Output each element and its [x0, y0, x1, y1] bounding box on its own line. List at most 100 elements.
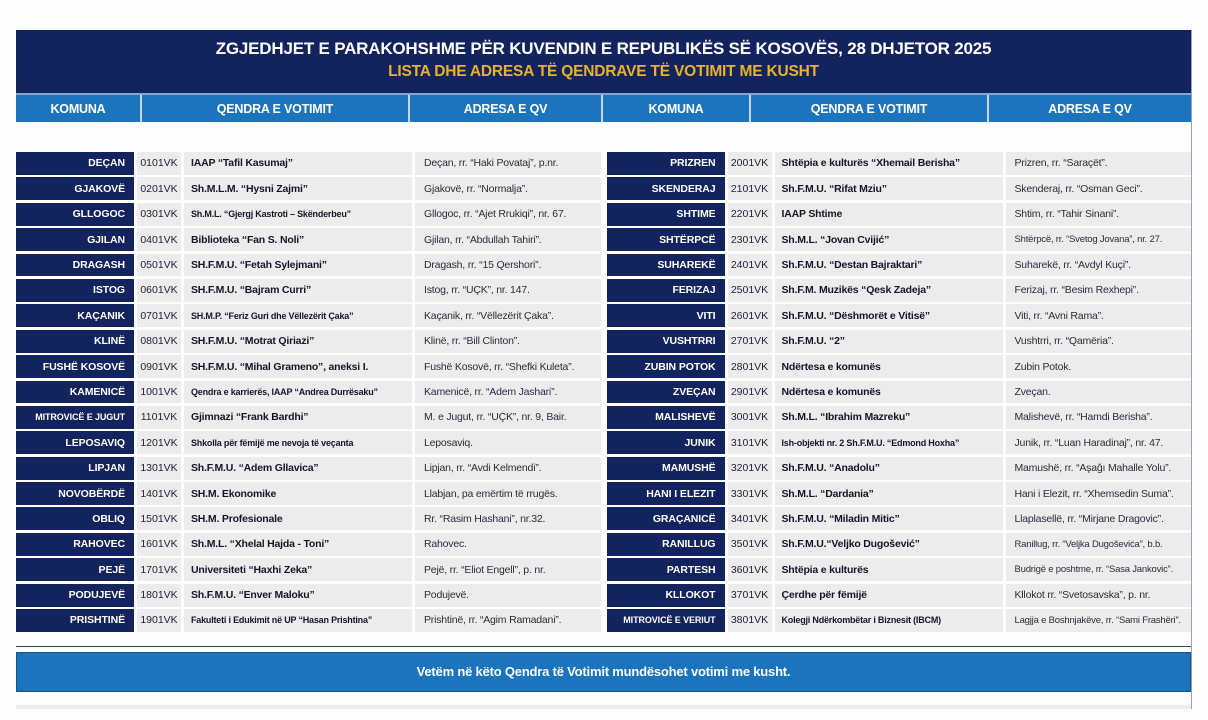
footer-note-bar: Vetëm në këto Qendra të Votimit mundësoh… — [16, 651, 1191, 692]
voting-center-code: 3201VK — [727, 456, 772, 480]
voting-center-code: 0501VK — [137, 253, 181, 277]
municipality-label: RANILLUG — [606, 532, 725, 556]
municipality-label: JUNIK — [606, 431, 725, 455]
municipality-label: SHTËRPCË — [606, 228, 725, 252]
municipality-label: LEPOSAVIQ — [16, 431, 134, 455]
voting-center-code: 3301VK — [727, 482, 772, 505]
voting-center-name: Sh.F.M.U. “Adem Gllavica” — [184, 456, 412, 480]
voting-center-code: 3701VK — [727, 583, 772, 607]
voting-center-name: IAAP “Tafil Kasumaj” — [184, 152, 412, 175]
voting-center-code: 3001VK — [727, 405, 772, 429]
voting-center-address: Llabjan, pa emërtim të rrugës. — [415, 482, 601, 505]
voting-center-address: Shtim, rr. “Tahir Sinani”. — [1005, 202, 1191, 226]
municipality-label: PRIZREN — [606, 152, 725, 175]
voting-center-name: Biblioteka “Fan S. Noli” — [184, 228, 412, 252]
voting-center-code: 1501VK — [137, 507, 181, 531]
voting-center-address: Viti, rr. “Avni Rama”. — [1005, 304, 1191, 328]
voting-center-name: Universiteti “Haxhi Zeka” — [184, 558, 412, 582]
municipality-label: SHTIME — [606, 202, 725, 226]
municipality-label: PARTESH — [606, 558, 725, 582]
voting-center-name: SH.F.M.U. “Fetah Sylejmani” — [184, 253, 412, 277]
voting-center-address: Rahovec. — [415, 532, 601, 556]
voting-center-name: Sh.F.M.U. “Destan Bajraktari” — [774, 253, 1003, 277]
voting-center-code: 2201VK — [727, 202, 772, 226]
voting-center-name: Sh.M.L. “Xhelal Hajda - Toni” — [184, 532, 412, 556]
municipality-label: ZVEÇAN — [606, 380, 725, 404]
voting-center-address: Gjilan, rr. “Abdullah Tahiri”. — [415, 228, 601, 252]
voting-center-code: 1801VK — [137, 583, 181, 607]
voting-center-name: Sh.F.M.U. “Dëshmorët e Vitisë” — [774, 304, 1003, 328]
municipality-label: FUSHË KOSOVË — [16, 355, 134, 379]
voting-center-code: 0301VK — [137, 202, 181, 226]
municipality-label: MITROVICË E VERIUT — [606, 609, 725, 632]
voting-center-name: Shtëpia e kulturës “Xhemail Berisha” — [774, 152, 1003, 175]
municipality-label: ISTOG — [16, 278, 134, 302]
municipality-label: GJILAN — [16, 228, 134, 252]
divider-line — [16, 645, 1191, 647]
voting-center-name: Sh.F.M. Muzikës “Qesk Zadeja” — [774, 278, 1003, 302]
municipality-label: MITROVICË E JUGUT — [16, 405, 134, 429]
voting-center-address: Dragash, rr. “15 Qershori”. — [415, 253, 601, 277]
voting-center-address: Budrigë e poshtme, rr. “Sasa Jankovic”. — [1005, 558, 1191, 582]
voting-center-code: 2601VK — [727, 304, 772, 328]
voting-center-address: Ferizaj, rr. “Besim Rexhepi”. — [1005, 278, 1191, 302]
voting-center-name: Sh.M.L.M. “Hysni Zajmi” — [184, 177, 412, 201]
voting-center-address: Lipjan, rr. “Avdi Kelmendi”. — [415, 456, 601, 480]
municipality-label: LIPJAN — [16, 456, 134, 480]
voting-center-name: SH.F.M.U. “Bajram Curri” — [184, 278, 412, 302]
voting-center-name: SH.F.M.U. “Motrat Qiriazi” — [184, 329, 412, 353]
column-header-adresa-left: ADRESA E QV — [408, 95, 601, 122]
municipality-label: ZUBIN POTOK — [606, 355, 725, 379]
voting-center-name: Sh.F.M.U. “2” — [774, 329, 1003, 353]
voting-center-address: Prishtinë, rr. “Agim Ramadani”. — [415, 609, 601, 632]
municipality-label: MALISHEVË — [606, 405, 725, 429]
voting-center-name: Shtëpia e kulturës — [774, 558, 1003, 582]
voting-center-code: 3401VK — [727, 507, 772, 531]
voting-center-address: Suharekë, rr. “Avdyl Kuçi”. — [1005, 253, 1191, 277]
municipality-label: SKENDERAJ — [606, 177, 725, 201]
voting-center-address: Vushtrri, rr. “Qamëria”. — [1005, 329, 1191, 353]
voting-center-address: Hani i Elezit, rr. “Xhemsedin Suma”. — [1005, 482, 1191, 505]
voting-center-name: SH.M. Profesionale — [184, 507, 412, 531]
voting-center-name: Çerdhe për fëmijë — [774, 583, 1003, 607]
voting-center-name: IAAP Shtime — [774, 202, 1003, 226]
voting-center-address: Pejë, rr. “Eliot Engell”, p. nr. — [415, 558, 601, 582]
voting-center-address: Zveçan. — [1005, 380, 1191, 404]
voting-center-address: Malishevë, rr. “Hamdi Berisha”. — [1005, 405, 1191, 429]
page-subtitle: LISTA DHE ADRESA TË QENDRAVE TË VOTIMIT … — [388, 63, 819, 80]
voting-center-name: Sh.F.M.U. “Rifat Mziu” — [774, 177, 1003, 201]
voting-center-address: Skenderaj, rr. “Osman Geci”. — [1005, 177, 1191, 201]
municipality-label: HANI I ELEZIT — [606, 482, 725, 505]
voting-center-name: SH.M. Ekonomike — [184, 482, 412, 505]
voting-center-code: 2101VK — [727, 177, 772, 201]
voting-center-code: 2701VK — [727, 329, 772, 353]
voting-center-code: 1901VK — [137, 609, 181, 632]
table-right-half: PRIZREN 2001VK Shtëpia e kulturës “Xhemail… — [606, 152, 1191, 632]
voting-center-name: Ish-objekti nr. 2 Sh.F.M.U. “Edmond Hoxh… — [774, 431, 1003, 455]
voting-center-name: Ndërtesa e komunës — [774, 355, 1003, 379]
voting-center-address: Lagjja e Boshnjakëve, rr. “Sami Frashëri… — [1005, 609, 1191, 632]
municipality-label: GJAKOVË — [16, 177, 134, 201]
voting-center-code: 0701VK — [137, 304, 181, 328]
voting-center-name: Sh.M.L. “Dardania” — [774, 482, 1003, 505]
voting-center-name: Sh.F.M.U. “Anadolu” — [774, 456, 1003, 480]
voting-center-address: Klinë, rr. “Bill Clinton”. — [415, 329, 601, 353]
column-header-komuna-right: KOMUNA — [601, 95, 749, 122]
municipality-label: DEÇAN — [16, 152, 134, 175]
column-header-komuna-left: KOMUNA — [50, 101, 106, 116]
voting-center-address: Rr. “Rasim Hashani”, nr.32. — [415, 507, 601, 531]
voting-center-address: Junik, rr. “Luan Haradinaj”, nr. 47. — [1005, 431, 1191, 455]
municipality-label: KLINË — [16, 329, 134, 353]
municipality-label: SUHAREKË — [606, 253, 725, 277]
voting-center-address: Ranillug, rr. “Veljka Dugoševića”, b.b. — [1005, 532, 1191, 556]
table-left-half: DEÇAN 0101VK IAAP “Tafil Kasumaj” Deçan, rr… — [16, 152, 601, 632]
voting-center-address: M. e Jugut, rr. “UÇK”, nr. 9, Bair. — [415, 405, 601, 429]
voting-center-address: Kllokot rr. “Svetosavska”, p. nr. — [1005, 583, 1191, 607]
column-header-adresa-right: ADRESA E QV — [987, 95, 1191, 122]
voting-center-address: Mamushë, rr. “Aşağı Mahalle Yolu”. — [1005, 456, 1191, 480]
voting-center-code: 1001VK — [137, 380, 181, 404]
voting-center-code: 1101VK — [137, 405, 181, 429]
voting-center-name: Sh.M.L. “Jovan Cvijić” — [774, 228, 1003, 252]
voting-center-code: 2301VK — [727, 228, 772, 252]
voting-center-code: 1701VK — [137, 558, 181, 582]
